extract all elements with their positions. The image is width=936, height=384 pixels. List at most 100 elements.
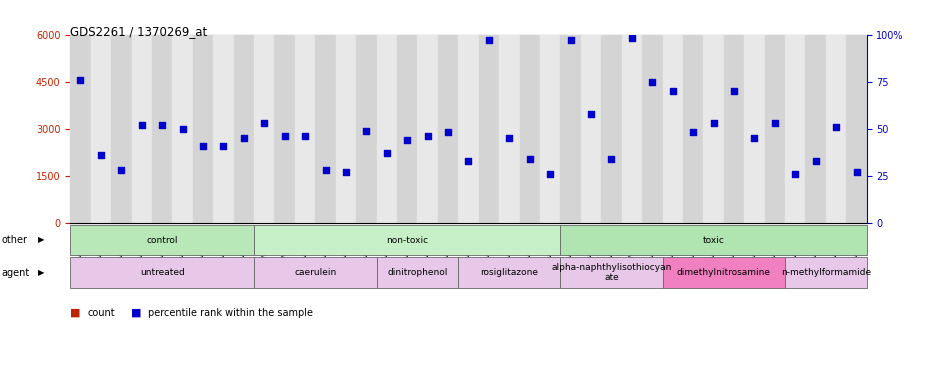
Bar [315, 35, 335, 223]
Point [256, 120, 271, 126]
Text: caerulein: caerulein [294, 268, 336, 277]
Bar [564, 126, 576, 223]
Point [317, 167, 332, 173]
Point [521, 156, 536, 162]
Point [623, 35, 638, 41]
Point [604, 156, 619, 162]
Bar [111, 35, 131, 223]
Point [298, 133, 313, 139]
Text: dinitrophenol: dinitrophenol [387, 268, 447, 277]
Point [848, 169, 863, 175]
Point [502, 135, 517, 141]
Bar [743, 35, 764, 223]
Point [644, 79, 659, 85]
Point [808, 157, 823, 164]
Bar [437, 35, 458, 223]
Bar [70, 35, 91, 223]
Bar [254, 35, 274, 223]
Bar [748, 220, 759, 223]
Bar [131, 35, 152, 223]
Text: GDS2261 / 1370269_at: GDS2261 / 1370269_at [70, 25, 207, 38]
Point [358, 127, 373, 134]
Bar [825, 35, 845, 223]
Bar [75, 221, 86, 223]
Bar [764, 35, 784, 223]
Point [685, 129, 700, 136]
Bar [295, 35, 315, 223]
Bar [580, 35, 601, 223]
Bar [560, 35, 580, 223]
Bar [499, 35, 519, 223]
Text: control: control [146, 235, 178, 245]
Bar [335, 35, 356, 223]
Bar [723, 35, 743, 223]
Point [175, 126, 190, 132]
Bar [682, 35, 703, 223]
Text: other: other [2, 235, 28, 245]
Bar [727, 214, 739, 223]
Point [379, 150, 394, 156]
Text: ■: ■ [70, 308, 80, 318]
Bar [784, 35, 805, 223]
Bar [91, 35, 111, 223]
Bar [233, 35, 254, 223]
Bar [397, 35, 417, 223]
Bar [193, 35, 213, 223]
Text: ■: ■ [131, 308, 141, 318]
Bar [606, 182, 617, 223]
Point [277, 133, 292, 139]
Text: untreated: untreated [139, 268, 184, 277]
Bar [641, 35, 662, 223]
Bar [152, 35, 172, 223]
Point [725, 88, 740, 94]
Point [154, 122, 169, 128]
Bar [519, 35, 539, 223]
Bar [478, 35, 499, 223]
Text: n-methylformamide: n-methylformamide [780, 268, 870, 277]
Bar [95, 222, 107, 223]
Point [338, 169, 353, 175]
Text: alpha-naphthylisothiocyan
ate: alpha-naphthylisothiocyan ate [550, 263, 671, 282]
Bar [172, 35, 193, 223]
Bar [601, 35, 621, 223]
Point [787, 171, 802, 177]
Point [94, 152, 109, 158]
Bar [458, 35, 478, 223]
Text: percentile rank within the sample: percentile rank within the sample [148, 308, 313, 318]
Point [196, 142, 211, 149]
Bar [376, 35, 397, 223]
Point [461, 157, 475, 164]
Bar [585, 187, 596, 223]
Point [215, 142, 230, 149]
Point [746, 135, 761, 141]
Bar [768, 217, 780, 223]
Bar [625, 78, 636, 223]
Text: agent: agent [2, 268, 30, 278]
Text: ▶: ▶ [37, 268, 44, 277]
Bar [539, 35, 560, 223]
Point [73, 77, 88, 83]
Point [665, 88, 680, 94]
Point [706, 120, 721, 126]
Bar [213, 35, 233, 223]
Point [827, 124, 842, 130]
Bar [115, 222, 126, 223]
Point [481, 37, 496, 43]
Point [236, 135, 251, 141]
Text: dimethylnitrosamine: dimethylnitrosamine [676, 268, 770, 277]
Bar [845, 35, 866, 223]
Point [419, 133, 434, 139]
Bar [662, 35, 682, 223]
Text: rosiglitazone: rosiglitazone [480, 268, 538, 277]
Point [542, 171, 557, 177]
Bar [805, 35, 825, 223]
Bar [646, 41, 657, 223]
Point [440, 129, 455, 136]
Point [563, 37, 578, 43]
Point [583, 111, 598, 117]
Bar [356, 35, 376, 223]
Bar [703, 35, 723, 223]
Text: non-toxic: non-toxic [386, 235, 428, 245]
Point [400, 137, 415, 143]
Text: toxic: toxic [702, 235, 724, 245]
